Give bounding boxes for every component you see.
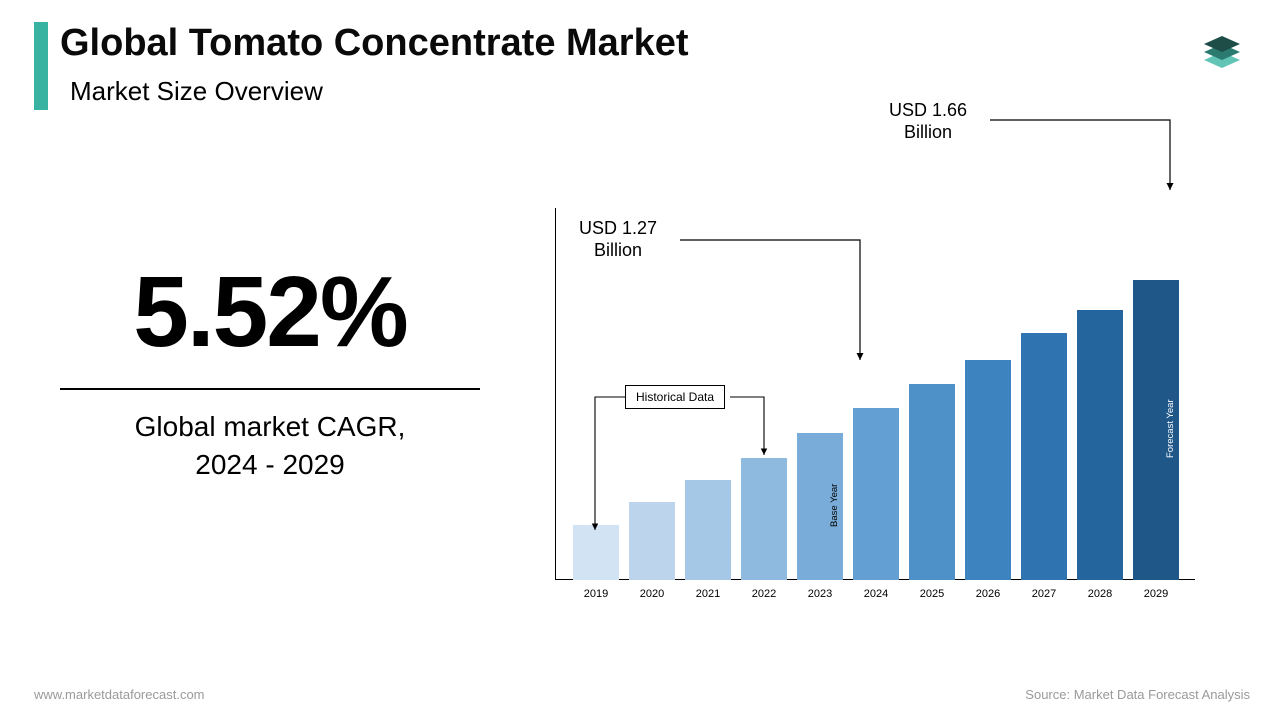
bar-2021 [685, 480, 731, 580]
brand-logo [1194, 22, 1250, 83]
y-axis [555, 208, 556, 580]
footer-source: Source: Market Data Forecast Analysis [1025, 687, 1250, 702]
bar-2022 [741, 458, 787, 580]
forecast-year-label: Forecast Year [1165, 284, 1176, 574]
page-subtitle: Market Size Overview [70, 76, 323, 107]
xlabel-2028: 2028 [1077, 588, 1123, 600]
divider-line [60, 388, 480, 390]
cagr-label-line2: 2024 - 2029 [195, 449, 344, 480]
xlabel-2020: 2020 [629, 588, 675, 600]
xlabel-2027: 2027 [1021, 588, 1067, 600]
footer-url: www.marketdataforecast.com [34, 687, 205, 702]
page-title: Global Tomato Concentrate Market [60, 22, 689, 65]
xlabel-2024: 2024 [853, 588, 899, 600]
callout-end-l2: Billion [904, 122, 952, 142]
xlabel-2022: 2022 [741, 588, 787, 600]
callout-end: USD 1.66 Billion [868, 100, 988, 143]
xlabel-2019: 2019 [573, 588, 619, 600]
page-root: Global Tomato Concentrate Market Market … [0, 0, 1280, 720]
base-year-label: Base Year [829, 437, 840, 574]
xlabel-2021: 2021 [685, 588, 731, 600]
bar-2026 [965, 360, 1011, 580]
cagr-block: 5.52% Global market CAGR, 2024 - 2029 [60, 255, 480, 484]
xlabel-2026: 2026 [965, 588, 1011, 600]
cagr-label-line1: Global market CAGR, [135, 411, 406, 442]
xlabel-2025: 2025 [909, 588, 955, 600]
bar-2025 [909, 384, 955, 580]
cagr-value: 5.52% [60, 255, 480, 370]
bar-2019 [573, 525, 619, 580]
bar-chart: 2019 2020 2021 2022 2023 Base Year 2024 2025 202… [555, 190, 1195, 600]
xlabel-2023: 2023 [797, 588, 843, 600]
accent-bar [34, 22, 48, 110]
callout-end-l1: USD 1.66 [889, 100, 967, 120]
bar-2027 [1021, 333, 1067, 580]
xlabel-2029: 2029 [1133, 588, 1179, 600]
bar-2028 [1077, 310, 1123, 580]
bar-2024 [853, 408, 899, 580]
bar-2020 [629, 502, 675, 580]
cagr-label: Global market CAGR, 2024 - 2029 [60, 408, 480, 484]
